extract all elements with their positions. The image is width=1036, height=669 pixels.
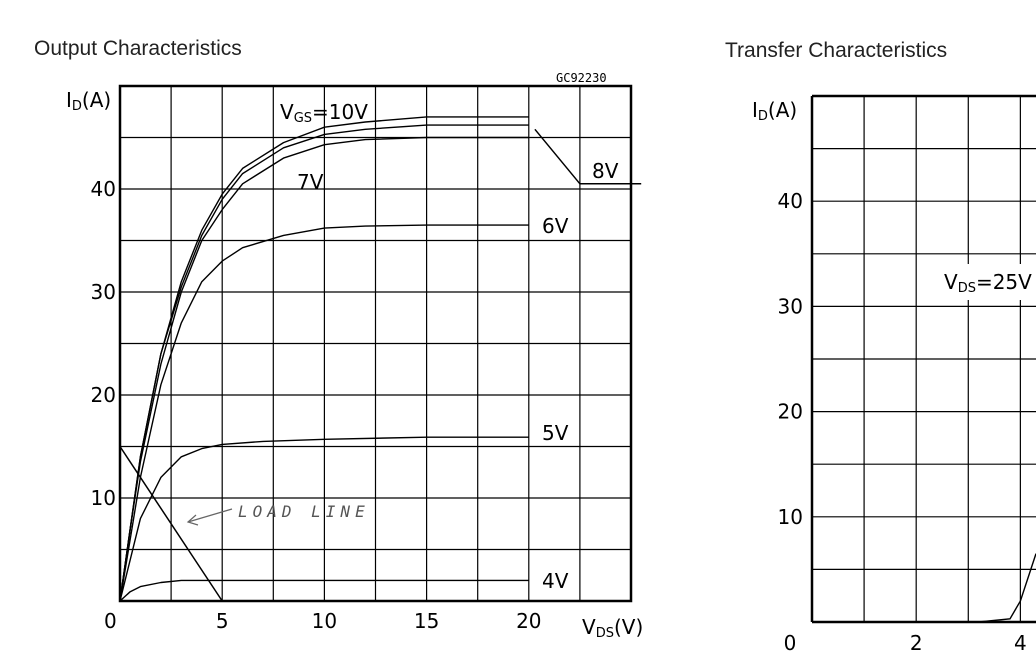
transfer-x-ticks: 0 2 4 xyxy=(784,631,1027,655)
x-tick-label: 4 xyxy=(1014,631,1027,655)
output-y-axis-label: ID(A) xyxy=(66,88,111,114)
transfer-annotation: VDS=25V xyxy=(944,270,1032,296)
series-line xyxy=(119,579,529,602)
output-chart-code: GC92230 xyxy=(556,71,607,85)
x-tick-label: 2 xyxy=(910,631,923,655)
y-tick-label: 10 xyxy=(91,486,116,510)
8v-leader-line xyxy=(534,128,642,185)
load-line-label: LOAD LINE xyxy=(238,502,370,521)
load-line xyxy=(119,446,223,602)
output-chart: Output Characteristics GC92230 ID(A) VDS… xyxy=(34,37,643,641)
load-line-arrowhead xyxy=(186,514,199,526)
x-tick-label: 10 xyxy=(312,609,337,633)
transfer-series xyxy=(978,553,1036,623)
series-line xyxy=(119,436,529,602)
output-chart-title: Output Characteristics xyxy=(34,37,242,60)
svg-text:VDS(V): VDS(V) xyxy=(582,615,643,641)
output-series xyxy=(119,116,529,602)
y-tick-label: 40 xyxy=(91,177,116,201)
series-line xyxy=(119,136,529,602)
transfer-y-axis-label: ID(A) xyxy=(752,98,797,124)
series-label-4v: 4V xyxy=(542,569,569,593)
y-tick-label: 30 xyxy=(91,280,116,304)
series-label-6v: 6V xyxy=(542,214,569,238)
x-tick-label: 0 xyxy=(784,631,797,655)
transfer-chart-title: Transfer Characteristics xyxy=(725,39,947,62)
y-tick-label: 30 xyxy=(778,294,803,318)
y-tick-label: 40 xyxy=(778,189,803,213)
transfer-annotation-bg xyxy=(936,264,1036,300)
output-y-ticks: 10 20 30 40 xyxy=(91,177,116,510)
output-chart-grid xyxy=(120,86,631,601)
series-line xyxy=(119,124,529,602)
x-tick-label: 5 xyxy=(216,609,229,633)
output-x-axis-label: VDS(V) xyxy=(582,615,643,641)
svg-text:ID(A): ID(A) xyxy=(66,88,111,114)
series-label-7v: 7V xyxy=(297,170,324,194)
series-line xyxy=(978,553,1036,623)
series-label-5v: 5V xyxy=(542,421,569,445)
transfer-y-ticks: 10 20 30 40 xyxy=(778,189,803,529)
series-label-10v: VGS=10V xyxy=(280,100,368,126)
y-tick-label: 10 xyxy=(778,505,803,529)
series-label-8v: 8V xyxy=(592,159,619,183)
y-tick-label: 20 xyxy=(91,383,116,407)
svg-text:VDS=25V: VDS=25V xyxy=(944,270,1032,296)
output-x-ticks: 5 10 15 20 xyxy=(216,609,542,633)
y-tick-label: 20 xyxy=(778,400,803,424)
svg-text:ID(A): ID(A) xyxy=(752,98,797,124)
transfer-chart: Transfer Characteristics ID(A) VDS=25V 0… xyxy=(725,39,1036,655)
svg-text:VGS=10V: VGS=10V xyxy=(280,100,368,126)
x-tick-label: 20 xyxy=(516,609,541,633)
load-line-arrow xyxy=(187,508,233,523)
output-chart-frame xyxy=(118,84,633,603)
transfer-chart-grid xyxy=(812,96,1036,622)
x-tick-label: 15 xyxy=(414,609,439,633)
output-origin-label: 0 xyxy=(104,609,117,633)
